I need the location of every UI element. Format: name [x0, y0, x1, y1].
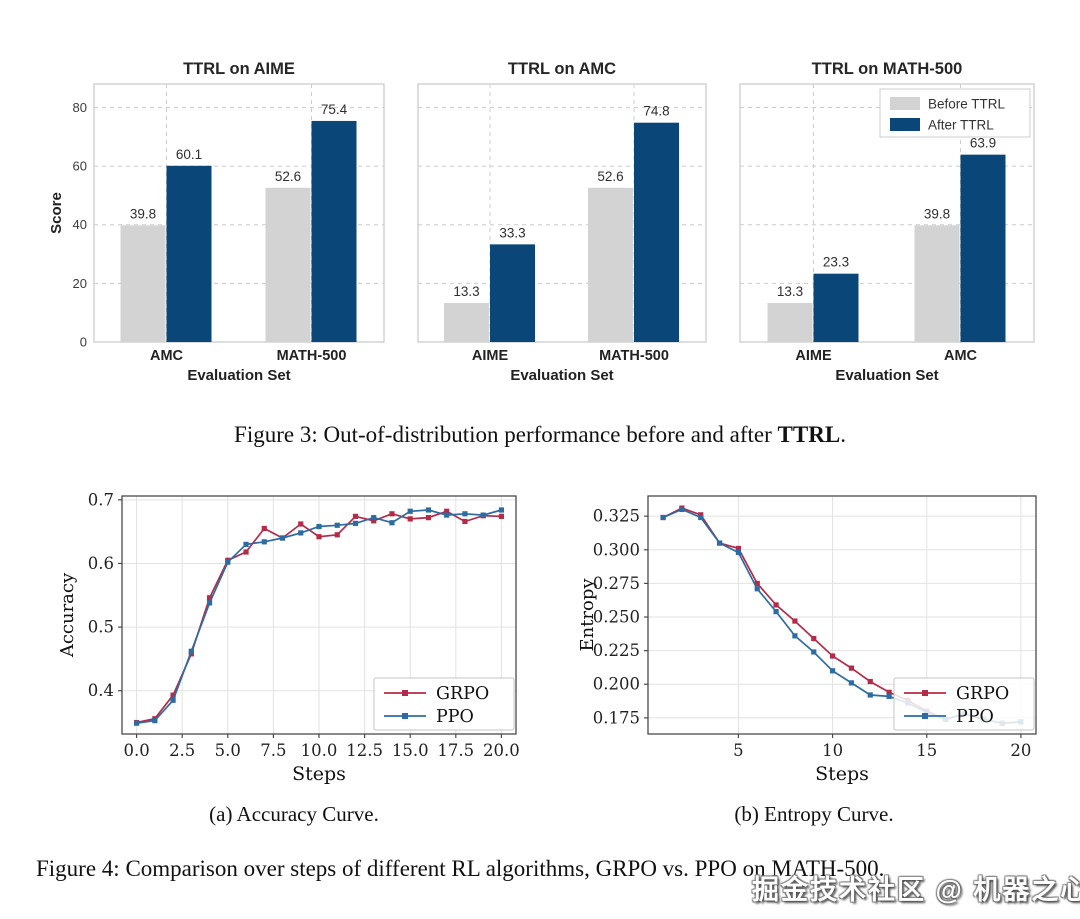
svg-text:PPO: PPO: [956, 707, 994, 727]
svg-text:TTRL on AMC: TTRL on AMC: [508, 60, 616, 78]
svg-text:0.250: 0.250: [593, 608, 640, 627]
svg-text:75.4: 75.4: [321, 102, 348, 117]
svg-text:0.300: 0.300: [593, 540, 640, 559]
line-chart-accuracy: 0.0 2.5 5.0 7.5 10.0 12.5 15.0 17.5 20.0 0.4 0.5 0.…: [58, 490, 520, 785]
svg-text:AIME: AIME: [472, 348, 509, 364]
svg-text:0.225: 0.225: [593, 641, 640, 660]
svg-text:AMC: AMC: [150, 348, 184, 364]
svg-text:13.3: 13.3: [453, 284, 479, 299]
svg-text:GRPO: GRPO: [956, 684, 1009, 704]
svg-text:TTRL on MATH-500: TTRL on MATH-500: [812, 60, 963, 78]
svg-text:0.7: 0.7: [88, 490, 114, 509]
subcaption-accuracy: (a) Accuracy Curve.: [209, 802, 379, 826]
svg-text:15: 15: [916, 741, 937, 760]
watermark: 掘金技术社区 @ 机器之心: [752, 875, 1080, 905]
svg-text:AMC: AMC: [944, 348, 978, 364]
svg-text:12.5: 12.5: [346, 741, 383, 760]
figure4-caption: Figure 4: Comparison over steps of diffe…: [36, 856, 885, 881]
figure3-caption-suffix: .: [840, 422, 846, 447]
svg-text:20: 20: [1010, 741, 1031, 760]
line-chart-entropy: 5 10 15 20 0.175 0.200 0.225 0.250 0.275 0.300 0.3…: [578, 495, 1037, 785]
svg-text:74.8: 74.8: [643, 104, 669, 119]
svg-text:60.1: 60.1: [176, 147, 202, 162]
svg-text:0.6: 0.6: [88, 554, 114, 573]
svg-text:Entropy: Entropy: [578, 578, 598, 652]
svg-text:33.3: 33.3: [499, 225, 525, 240]
subcaptions-row: (a) Accuracy Curve. (b) Entropy Curve.: [58, 802, 1050, 827]
svg-text:7.5: 7.5: [260, 741, 286, 760]
bar-chart-ttrl-on-aime: TTRL on AIME 0 20 40 60 80 Score 39.8 60.1 AMC 52.…: [48, 60, 385, 384]
svg-text:20.0: 20.0: [483, 741, 520, 760]
svg-text:Accuracy: Accuracy: [58, 572, 78, 658]
svg-text:After TTRL: After TTRL: [928, 118, 994, 133]
svg-text:60: 60: [73, 159, 87, 174]
figure3-caption: Figure 3: Out-of-distribution performanc…: [0, 422, 1080, 448]
svg-text:Evaluation Set: Evaluation Set: [187, 367, 290, 384]
bar-chart-ttrl-on-amc: TTRL on AMC 13.3 33.3 AIME 52.6 74.8 MATH-500 E…: [417, 60, 707, 384]
svg-text:PPO: PPO: [436, 707, 474, 727]
svg-text:5.0: 5.0: [215, 741, 241, 760]
svg-text:10: 10: [822, 741, 843, 760]
svg-text:0.0: 0.0: [123, 741, 149, 760]
svg-text:80: 80: [73, 100, 87, 115]
svg-text:Steps: Steps: [815, 763, 869, 785]
svg-text:Before TTRL: Before TTRL: [928, 97, 1006, 112]
svg-text:0.275: 0.275: [593, 574, 640, 593]
svg-text:20: 20: [73, 276, 87, 291]
svg-text:39.8: 39.8: [130, 206, 156, 221]
svg-text:52.6: 52.6: [275, 169, 301, 184]
svg-text:MATH-500: MATH-500: [277, 348, 347, 364]
svg-text:MATH-500: MATH-500: [599, 348, 669, 364]
svg-text:10.0: 10.0: [301, 741, 338, 760]
svg-text:0.4: 0.4: [88, 681, 114, 700]
svg-text:0.200: 0.200: [593, 675, 640, 694]
svg-text:13.3: 13.3: [777, 284, 803, 299]
svg-text:GRPO: GRPO: [436, 684, 489, 704]
svg-text:5: 5: [733, 741, 744, 760]
svg-text:Evaluation Set: Evaluation Set: [510, 367, 613, 384]
svg-text:AIME: AIME: [795, 348, 832, 364]
subcaption-entropy: (b) Entropy Curve.: [734, 802, 894, 826]
svg-text:Evaluation Set: Evaluation Set: [835, 367, 938, 384]
svg-text:15.0: 15.0: [392, 741, 429, 760]
figure3-charts-row: TTRL on AIME 0 20 40 60 80 Score 39.8 60.1 AMC 52.…: [48, 58, 1040, 388]
svg-text:40: 40: [73, 217, 87, 232]
svg-text:TTRL on AIME: TTRL on AIME: [183, 60, 295, 78]
svg-text:39.8: 39.8: [924, 206, 950, 221]
svg-text:0.325: 0.325: [593, 507, 640, 526]
svg-text:0: 0: [80, 335, 87, 350]
svg-text:52.6: 52.6: [597, 169, 623, 184]
figure3-caption-bold: TTRL: [777, 422, 841, 447]
svg-text:23.3: 23.3: [823, 255, 849, 270]
svg-text:0.5: 0.5: [88, 618, 114, 637]
svg-text:2.5: 2.5: [169, 741, 195, 760]
svg-text:Steps: Steps: [292, 763, 346, 785]
svg-text:0.175: 0.175: [593, 708, 640, 727]
figure3-caption-prefix: Figure 3: Out-of-distribution performanc…: [234, 422, 778, 447]
svg-text:Score: Score: [48, 192, 65, 234]
figure4-charts-row: 0.0 2.5 5.0 7.5 10.0 12.5 15.0 17.5 20.0 0.4 0.5 0.…: [58, 486, 1050, 788]
svg-text:63.9: 63.9: [970, 136, 996, 151]
svg-text:17.5: 17.5: [437, 741, 474, 760]
bar-chart-ttrl-on-math500: TTRL on MATH-500 13.3 23.3 AIME 39.8 63.9 AMC E…: [739, 60, 1035, 384]
